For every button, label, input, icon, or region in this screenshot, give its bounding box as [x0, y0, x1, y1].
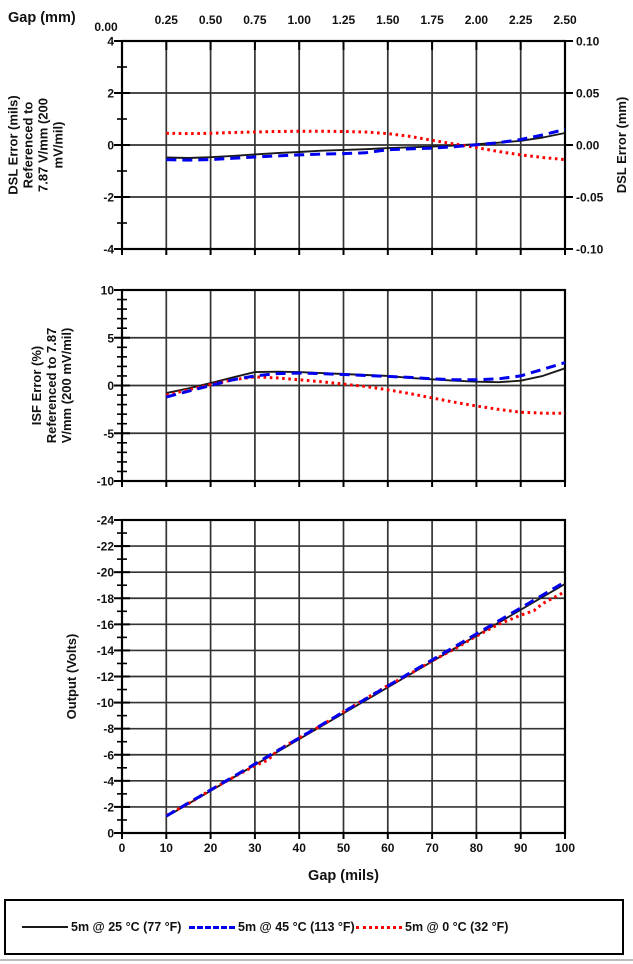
dsl-error-right-tick-label: 0.05: [576, 87, 600, 101]
legend-line-sample-dashed: [189, 925, 235, 929]
legend-label: 5m @ 45 °C (113 °F): [238, 920, 355, 934]
output-volts-ytick-label: -6: [103, 748, 114, 762]
output-volts-series-2: [165, 580, 566, 818]
dsl-error-right-tick-label: 0.10: [576, 35, 600, 49]
bottom-axis-tick-label: 0: [119, 841, 126, 855]
dsl-error-series-2: [166, 127, 566, 162]
dsl-error-ytick-label: -4: [103, 243, 114, 257]
output-volts-ytick-label: -24: [97, 514, 115, 528]
legend-entry: 5m @ 0 °C (32 °F): [356, 920, 523, 934]
legend-label: 5m @ 25 °C (77 °F): [71, 920, 182, 934]
bottom-axis-tick-label: 60: [381, 841, 395, 855]
bottom-axis-tick-label: 90: [514, 841, 528, 855]
dsl-error-y-axis-title: mV/mil): [51, 122, 66, 169]
bottom-axis-tick-label: 70: [425, 841, 439, 855]
isf-error-y-axis-title: V/mm (200 mV/mil): [59, 328, 74, 444]
output-volts-ytick-label: -10: [97, 696, 115, 710]
isf-error-ytick-label: -5: [103, 427, 114, 441]
output-volts-ytick-label: -14: [97, 644, 115, 658]
output-volts-ytick-label: -2: [103, 800, 114, 814]
dsl-error-ytick-label: 2: [107, 87, 114, 101]
dsl-error-ytick-label: -2: [103, 191, 114, 205]
dsl-error-right-axis-title: DSL Error (mm): [614, 97, 629, 194]
output-volts-ytick-label: -18: [97, 592, 115, 606]
isf-error-y-axis-title: Referenced to 7.87: [44, 328, 59, 444]
bottom-axis-tick-label: 40: [293, 841, 307, 855]
top-axis: Gap (mm) 0.00 0.25 0.50 0.75 1.00 1.25 1.50 1.75…: [8, 10, 577, 34]
isf-error-chart: 10 5 0 -5 -10 ISF Error (%) Referenced to 7.87…: [29, 284, 567, 489]
dsl-error-series-1: [166, 129, 566, 162]
isf-error-ytick-label: -10: [97, 475, 115, 489]
dsl-error-ytick-label: 4: [107, 35, 114, 49]
bottom-axis-tick-label: 80: [470, 841, 484, 855]
dsl-error-chart: 4 2 0 -2 -4 0.10 0.05 0.00 -0.05 -0.10 DSL Error (…: [6, 35, 630, 257]
dsl-error-right-tick-label: -0.05: [576, 191, 604, 205]
dsl-error-y-axis-title: Referenced to: [21, 102, 36, 189]
dsl-error-right-tick-label: 0.00: [576, 139, 600, 153]
top-axis-tick-label: 2.50: [553, 13, 577, 27]
isf-error-y-axis-title: ISF Error (%): [29, 346, 44, 425]
top-axis-tick-label: 0.50: [199, 13, 223, 27]
isf-error-ytick-label: 5: [107, 331, 114, 345]
bottom-axis-tick-label: 100: [555, 841, 575, 855]
isf-error-ytick-label: 0: [107, 379, 114, 393]
top-axis-tick-label: 1.50: [376, 13, 400, 27]
top-axis-tick-label: 2.25: [509, 13, 533, 27]
top-axis-tick-label: 0.75: [243, 13, 267, 27]
bottom-axis-title: Gap (mils): [308, 868, 379, 884]
top-axis-tick-label: 1.75: [420, 13, 444, 27]
legend-line-sample-solid: [22, 926, 68, 928]
top-axis-tick-label: 0.25: [155, 13, 179, 27]
top-axis-tick-label: 1.25: [332, 13, 356, 27]
legend-label: 5m @ 0 °C (32 °F): [405, 920, 509, 934]
legend-entry: 5m @ 45 °C (113 °F): [189, 920, 356, 934]
dsl-error-y-axis-title: 7.87 V/mm (200: [36, 98, 51, 192]
output-volts-ytick-label: 0: [107, 827, 114, 841]
dsl-error-y-axis-title: DSL Error (mils): [6, 95, 21, 194]
isf-error-series-2: [165, 361, 566, 399]
output-volts-ytick-label: -20: [97, 566, 115, 580]
isf-error-series-0: [166, 367, 566, 395]
isf-error-ytick-label: 10: [101, 284, 115, 298]
bottom-axis-tick-label: 10: [160, 841, 174, 855]
bottom-axis-tick-label: 20: [204, 841, 218, 855]
output-volts-ytick-label: -22: [97, 540, 115, 554]
bottom-axis-tick-label: 30: [248, 841, 262, 855]
top-axis-tick-label: 0.00: [94, 20, 118, 34]
legend-entry: 5m @ 25 °C (77 °F): [22, 920, 189, 934]
output-volts-ytick-label: -16: [97, 618, 115, 632]
top-axis-tick-label: 2.00: [465, 13, 489, 27]
page-bottom-rule: [0, 959, 633, 961]
dsl-error-ytick-label: 0: [107, 139, 114, 153]
top-axis-title: Gap (mm): [8, 10, 76, 26]
output-volts-chart: -24-22-20-18-16-14-12-10-8-6-4-20Output …: [64, 514, 567, 841]
top-axis-tick-label: 1.00: [288, 13, 312, 27]
output-volts-ytick-label: -8: [103, 722, 114, 736]
output-volts-ytick-label: -12: [97, 670, 115, 684]
bottom-axis: 0 10 20 30 40 50 60 70 80 90 100 Gap (mils): [119, 841, 576, 884]
legend-line-sample-dotted: [356, 925, 402, 929]
dsl-error-right-tick-label: -0.10: [576, 243, 604, 257]
output-volts-y-axis-title: Output (Volts): [64, 634, 79, 720]
bottom-axis-tick-label: 50: [337, 841, 351, 855]
legend: 5m @ 25 °C (77 °F) 5m @ 45 °C (113 °F) 5m …: [4, 899, 624, 955]
dsl-error-series-0: [166, 132, 566, 159]
output-volts-ytick-label: -4: [103, 774, 114, 788]
